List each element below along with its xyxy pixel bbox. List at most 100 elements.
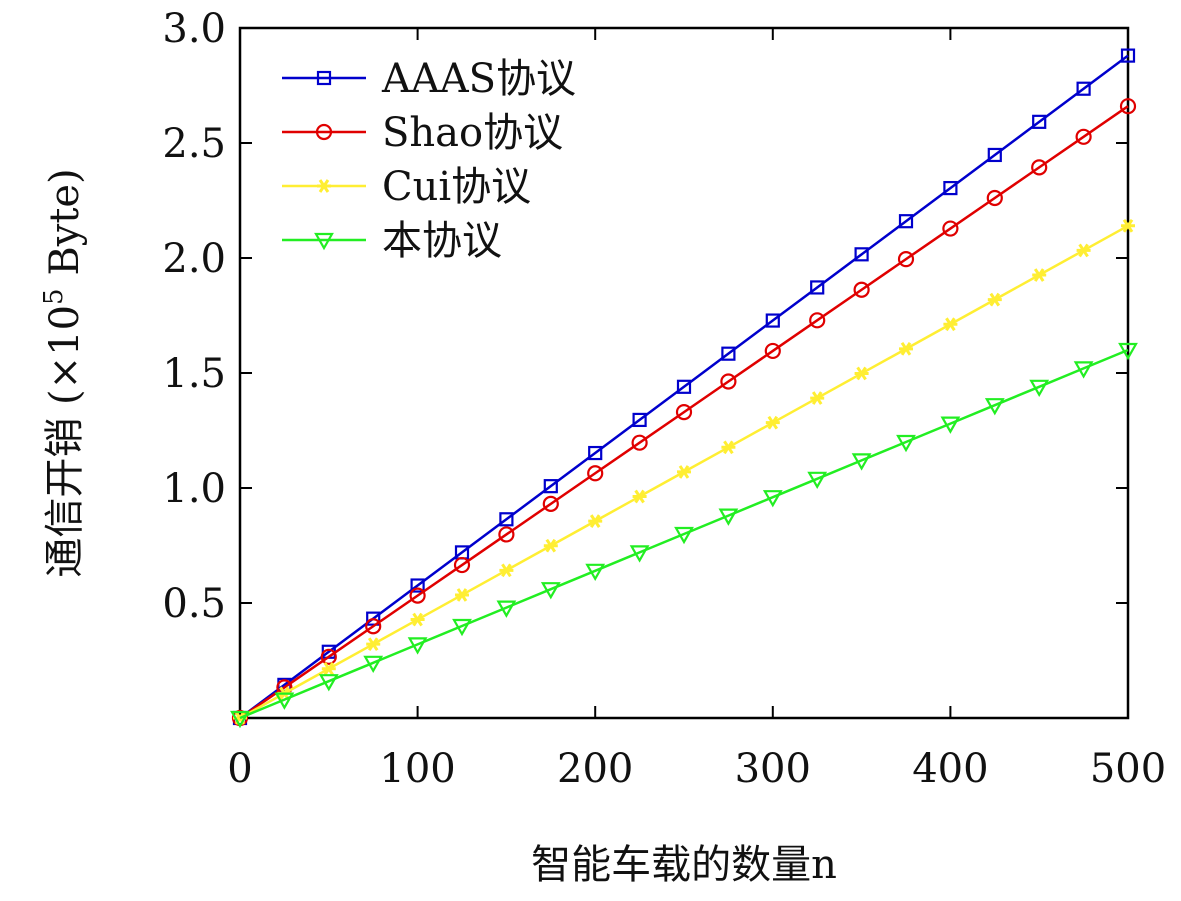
series-3 [230, 342, 1138, 729]
data-point [854, 247, 869, 262]
data-point [496, 600, 517, 618]
data-point [942, 220, 959, 237]
data-point [499, 563, 514, 578]
data-point [587, 465, 604, 482]
data-point [940, 416, 961, 434]
y-tick-label: 2.0 [162, 236, 226, 282]
data-point [677, 465, 691, 479]
data-point [984, 398, 1005, 416]
data-point [1118, 342, 1138, 361]
legend-swatch-marker [317, 179, 331, 193]
x-tick-label: 300 [735, 746, 811, 792]
data-point [721, 346, 736, 361]
data-point [410, 612, 425, 627]
series-2 [233, 218, 1135, 725]
data-point [588, 445, 603, 461]
data-point [851, 453, 872, 471]
y-tick-label: 2.5 [162, 121, 226, 167]
data-point [366, 611, 381, 626]
legend-label: AAAS协议 [381, 56, 576, 102]
data-point [453, 556, 471, 574]
legend-entry: AAAS协议 [282, 56, 576, 102]
legend-entry: 本协议 [282, 218, 502, 264]
data-point [1031, 159, 1048, 176]
data-point [407, 637, 428, 655]
y-axis-title: 通信开销 (×105 Byte) [39, 168, 88, 577]
y-tick-label: 1.5 [162, 351, 226, 397]
plot-area-frame [238, 26, 1130, 720]
data-point [452, 618, 472, 637]
data-point [1121, 218, 1135, 233]
data-point [675, 404, 693, 421]
data-point [943, 317, 958, 332]
series-1 [231, 98, 1137, 727]
y-tick-label: 0.5 [162, 581, 226, 627]
data-point [676, 379, 692, 394]
data-point [809, 312, 826, 329]
data-point [410, 578, 425, 593]
data-point [987, 292, 1002, 307]
series-line [239, 54, 1129, 720]
data-point [321, 661, 336, 676]
y-axis-title-exponent: 5 [39, 288, 69, 305]
data-point [718, 508, 739, 526]
data-point [1032, 114, 1047, 129]
data-point [543, 538, 558, 553]
data-point [807, 471, 828, 490]
x-tick-label: 500 [1090, 746, 1166, 792]
data-point [674, 526, 694, 545]
data-point [1029, 379, 1050, 398]
x-tick-label: 200 [557, 746, 633, 792]
legend-entry: Cui协议 [282, 164, 531, 210]
data-point [498, 526, 515, 543]
data-point [629, 545, 650, 563]
data-point [499, 512, 514, 527]
x-axis-title: 智能车载的数量n [531, 842, 837, 888]
data-point [1076, 81, 1091, 96]
data-point [765, 313, 780, 328]
series-0 [232, 48, 1136, 726]
data-point [320, 648, 337, 665]
data-point [585, 563, 606, 582]
data-point [1076, 243, 1091, 258]
y-axis-title-prefix: 通信开销 (×10 [42, 305, 88, 578]
x-tick-label: 100 [379, 746, 455, 792]
data-point [540, 582, 561, 600]
legend-swatch-marker [316, 70, 332, 86]
y-tick-label: 1.0 [162, 466, 226, 512]
data-point [542, 495, 559, 512]
data-point [896, 434, 916, 453]
data-point [409, 587, 426, 604]
data-point [1073, 361, 1094, 379]
legend-label: Cui协议 [382, 164, 531, 210]
data-point [987, 147, 1002, 163]
data-point [899, 342, 913, 356]
y-tick-label: 3.0 [162, 6, 226, 52]
data-point [455, 588, 469, 602]
data-point [810, 391, 825, 405]
data-point [318, 674, 339, 692]
legend-entry: Shao协议 [282, 110, 563, 156]
data-point [765, 415, 780, 430]
x-tick-label: 400 [912, 746, 988, 792]
x-tick-label: 0 [227, 746, 252, 792]
axis-ticks: 0 100 200 300 400 500 0.5 1.0 1.5 2.0 2.5 3.0 [162, 6, 1166, 792]
data-point [1120, 48, 1136, 63]
series-layer [230, 48, 1138, 729]
data-point [986, 189, 1003, 207]
data-point [1119, 98, 1137, 115]
data-point [632, 489, 647, 504]
data-point [588, 514, 603, 528]
data-point [1032, 268, 1047, 282]
legend-label: 本协议 [382, 218, 502, 264]
data-point [810, 280, 825, 295]
data-point [720, 373, 737, 390]
data-point [1075, 128, 1092, 145]
data-point [363, 655, 384, 674]
series-line [239, 105, 1129, 720]
data-point [943, 180, 958, 196]
legend-label: Shao协议 [382, 110, 563, 156]
legend-swatch-marker [315, 123, 333, 141]
